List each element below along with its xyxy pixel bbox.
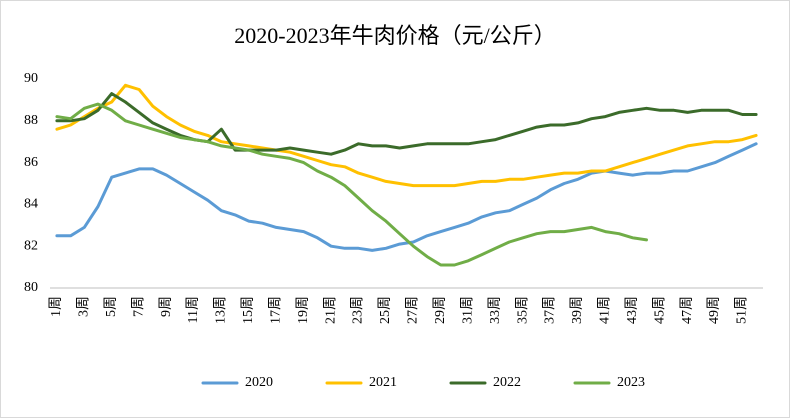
series-line xyxy=(55,102,648,267)
series-line xyxy=(55,83,758,188)
series-line xyxy=(55,92,758,156)
x-tick-label: 11周 xyxy=(186,296,201,323)
legend-label: 2021 xyxy=(369,375,397,390)
x-tick-label: 47周 xyxy=(680,296,695,324)
y-tick-label: 90 xyxy=(24,71,38,86)
x-tick-label: 21周 xyxy=(323,296,338,324)
x-tick-label: 31周 xyxy=(460,296,475,324)
x-tick-label: 25周 xyxy=(378,296,393,324)
x-tick-label: 15周 xyxy=(241,296,256,324)
x-tick-label: 37周 xyxy=(543,296,558,324)
x-tick-label: 17周 xyxy=(268,296,283,324)
x-tick-label: 5周 xyxy=(104,296,119,317)
y-tick-label: 86 xyxy=(24,155,38,170)
x-tick-label: 51周 xyxy=(735,296,750,324)
x-tick-label: 23周 xyxy=(351,296,366,324)
legend-label: 2022 xyxy=(493,375,521,390)
x-tick-label: 1周 xyxy=(49,296,64,317)
x-tick-label: 33周 xyxy=(488,296,503,324)
x-tick-label: 9周 xyxy=(159,296,174,317)
chart-title: 2020-2023年牛肉价格（元/公斤） xyxy=(234,23,555,48)
legend-label: 2020 xyxy=(245,375,273,390)
x-tick-label: 45周 xyxy=(652,296,667,324)
x-tick-label: 35周 xyxy=(515,296,530,324)
x-tick-label: 19周 xyxy=(296,296,311,324)
x-tick-label: 29周 xyxy=(433,296,448,324)
y-tick-label: 82 xyxy=(24,238,38,253)
y-tick-label: 88 xyxy=(24,113,38,128)
x-tick-label: 3周 xyxy=(76,296,91,317)
legend-label: 2023 xyxy=(617,375,645,390)
x-tick-label: 41周 xyxy=(598,296,613,324)
x-tick-label: 27周 xyxy=(406,296,421,324)
y-tick-label: 80 xyxy=(24,280,38,295)
series-line xyxy=(55,142,758,252)
x-tick-label: 39周 xyxy=(570,296,585,324)
x-tick-label: 7周 xyxy=(131,296,146,317)
x-tick-label: 13周 xyxy=(214,296,229,324)
x-tick-label: 43周 xyxy=(625,296,640,324)
y-tick-label: 84 xyxy=(24,197,38,212)
x-tick-label: 49周 xyxy=(707,296,722,324)
